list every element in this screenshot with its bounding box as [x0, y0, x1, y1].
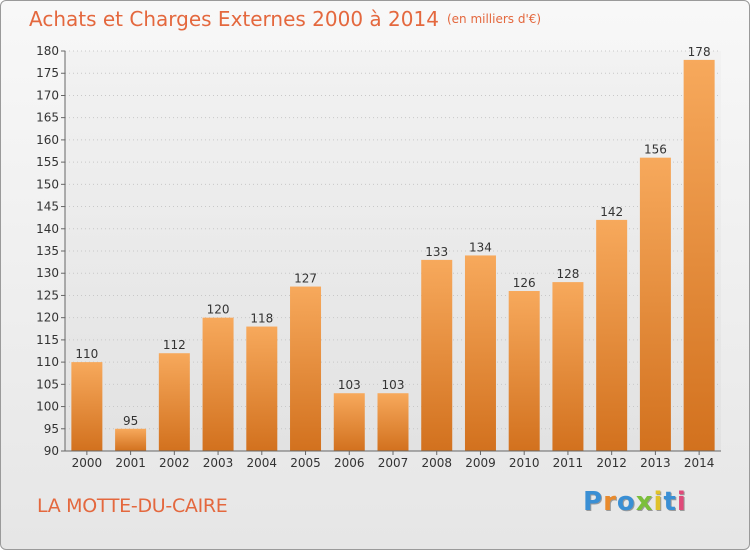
bar-2013	[639, 157, 671, 451]
logo-letter: r	[603, 487, 617, 517]
x-tick-label: 2011	[553, 456, 584, 470]
y-tick-label: 165	[36, 111, 59, 125]
logo-letter: o	[616, 487, 636, 517]
x-tick-label: 2008	[421, 456, 452, 470]
data-label: 126	[513, 276, 536, 290]
chart-title-text: Achats et Charges Externes 2000 à 2014	[29, 7, 439, 31]
bar-2000	[71, 362, 103, 451]
y-tick-label: 170	[36, 88, 59, 102]
data-label: 133	[425, 245, 448, 259]
bar-2001	[115, 428, 147, 451]
x-tick-label: 2010	[509, 456, 540, 470]
bar-2012	[596, 219, 628, 451]
bar-2008	[421, 259, 453, 451]
data-label: 127	[294, 272, 317, 286]
data-label: 134	[469, 240, 492, 254]
bar-2005	[290, 286, 322, 451]
y-tick-label: 150	[36, 177, 59, 191]
y-tick-label: 125	[36, 288, 59, 302]
y-tick-label: 145	[36, 200, 59, 214]
x-tick-label: 2004	[247, 456, 278, 470]
x-tick-label: 2014	[684, 456, 715, 470]
data-label: 103	[338, 378, 361, 392]
bar-2003	[202, 317, 234, 451]
x-tick-label: 2003	[203, 456, 234, 470]
x-tick-label: 2006	[334, 456, 365, 470]
y-tick-label: 140	[36, 222, 59, 236]
proxiti-logo: Proxiti	[583, 487, 687, 517]
logo-letter: t	[663, 487, 677, 517]
data-label: 128	[556, 267, 579, 281]
x-tick-label: 2001	[115, 456, 146, 470]
chart-unit: (en milliers d'€)	[446, 12, 542, 26]
data-label: 142	[600, 205, 623, 219]
bar-2002	[158, 353, 190, 451]
data-label: 118	[250, 312, 273, 326]
y-tick-label: 160	[36, 133, 59, 147]
y-tick-label: 95	[44, 422, 59, 436]
data-label: 95	[123, 414, 138, 428]
y-tick-label: 105	[36, 377, 59, 391]
y-tick-label: 130	[36, 266, 59, 280]
data-label: 156	[644, 143, 667, 157]
city-name: LA MOTTE-DU-CAIRE	[37, 495, 228, 517]
data-label: 103	[382, 378, 405, 392]
data-label: 110	[75, 347, 98, 361]
logo-letter: i	[653, 487, 664, 517]
x-tick-label: 2013	[640, 456, 671, 470]
y-tick-label: 90	[44, 444, 59, 458]
x-tick-label: 2005	[290, 456, 321, 470]
x-tick-label: 2012	[596, 456, 627, 470]
bar-2011	[552, 282, 584, 451]
bar-2009	[464, 255, 496, 451]
bar-2006	[333, 393, 365, 451]
y-tick-label: 155	[36, 155, 59, 169]
y-tick-label: 180	[36, 44, 59, 58]
x-tick-label: 2000	[72, 456, 103, 470]
logo-letter: P	[583, 487, 604, 517]
data-label: 120	[207, 303, 230, 317]
chart-title: Achats et Charges Externes 2000 à 2014 (e…	[29, 7, 541, 31]
data-label: 178	[688, 45, 711, 59]
y-tick-label: 120	[36, 311, 59, 325]
y-tick-label: 175	[36, 66, 59, 80]
logo-letter: x	[635, 487, 654, 517]
y-tick-label: 110	[36, 355, 59, 369]
bar-2014	[683, 59, 715, 452]
bar-2010	[508, 291, 540, 451]
x-tick-label: 2002	[159, 456, 190, 470]
bar-2007	[377, 393, 409, 451]
y-tick-label: 115	[36, 333, 59, 347]
x-tick-label: 2009	[465, 456, 496, 470]
logo-letter: i	[676, 487, 687, 517]
data-label: 112	[163, 338, 186, 352]
bar-2004	[246, 326, 278, 451]
y-tick-label: 100	[36, 400, 59, 414]
y-tick-label: 135	[36, 244, 59, 258]
x-tick-label: 2007	[378, 456, 409, 470]
